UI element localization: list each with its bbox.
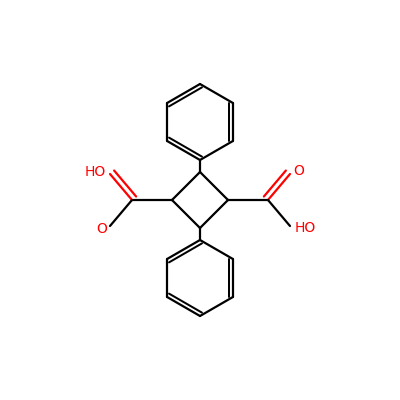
Text: O: O <box>96 222 107 236</box>
Text: HO: HO <box>84 165 106 179</box>
Text: HO: HO <box>294 221 316 235</box>
Text: O: O <box>293 164 304 178</box>
